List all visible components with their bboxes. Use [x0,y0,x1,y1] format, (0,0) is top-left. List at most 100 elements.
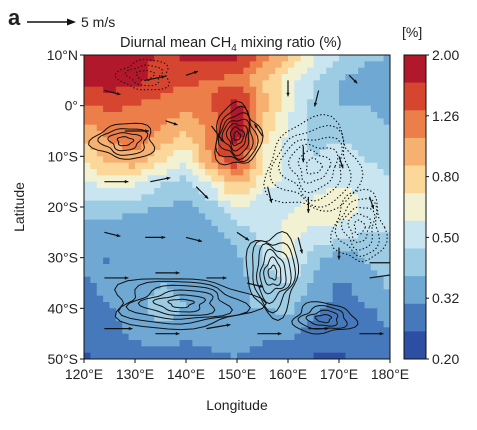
field-cell [358,61,366,69]
field-cell [243,207,251,214]
field-cell [300,219,308,227]
field-cell [294,276,302,284]
dashed-contour [353,219,366,236]
field-cell [166,283,174,290]
field-cell [332,207,340,214]
field-cell [332,131,340,138]
field-cell [122,232,130,240]
field-cell [205,105,213,113]
field-cell [332,188,340,195]
field-cell [275,131,283,138]
field-cell [358,359,365,366]
field-cell [249,80,257,88]
field-cell [326,333,334,341]
field-cell [96,213,104,221]
field-cell [205,118,213,126]
field-cell [186,200,193,208]
field-cell [249,207,257,214]
field-cell [390,112,397,119]
field-cell [84,200,91,208]
field-cell [307,137,315,145]
field-cell [300,162,308,170]
field-cell [319,61,327,69]
field-cell [307,321,315,328]
field-cell [173,289,181,297]
field-cell [198,340,206,347]
field-cell [179,207,187,214]
field-cell [230,346,238,354]
field-cell [256,188,264,195]
field-cell [122,283,130,290]
field-cell [364,131,372,138]
field-cell [230,61,238,69]
field-cell [205,150,213,157]
field-cell [141,314,149,322]
field-cell [294,232,302,240]
field-cell [179,213,187,221]
field-cell [288,99,295,107]
field-cell [237,359,244,366]
field-cell [154,156,162,164]
field-cell [313,200,321,208]
field-cell [237,169,244,176]
field-cell [115,226,123,233]
field-cell [339,359,346,366]
field-cell [319,137,327,145]
wind-vector-head [222,276,227,280]
field-cell [345,118,353,126]
field-cell [370,118,378,126]
field-cell [122,118,130,126]
field-cell [268,276,276,284]
field-cell [96,194,104,202]
field-cell [364,207,372,214]
field-cell [351,99,359,107]
colorbar-swatch [404,248,426,277]
field-cell [358,226,366,233]
field-cell [275,327,283,335]
field-cell [307,333,315,341]
field-cell [217,232,225,240]
field-cell [115,194,123,202]
field-cell [351,226,359,233]
field-cell [198,93,206,100]
field-cell [128,289,136,297]
field-cell [160,270,168,278]
field-cell [319,150,327,157]
field-cell [224,308,232,316]
field-cell [90,112,98,119]
field-cell [96,321,104,328]
field-cell [128,200,136,208]
field-cell [358,93,366,100]
field-cell [326,226,334,233]
field-cell [224,156,232,164]
field-cell [300,295,308,303]
field-cell [339,67,346,75]
field-cell [300,264,308,271]
field-cell [154,181,162,189]
field-cell [262,169,270,176]
field-cell [109,232,117,240]
field-cell [370,61,378,69]
field-cell [256,55,264,62]
field-cell [243,86,251,94]
field-cell [154,55,162,62]
field-cell [84,321,91,328]
field-cell [339,105,346,113]
field-cell [281,74,289,81]
field-cell [370,86,378,94]
field-cell [128,80,136,88]
field-cell [377,245,385,252]
wind-vector-head [353,79,358,84]
field-cell [205,295,213,303]
field-cell [147,340,155,347]
field-cell [103,226,111,233]
field-cell [351,346,359,354]
field-cell [96,333,104,341]
field-cell [307,86,315,94]
field-cell [319,283,327,290]
field-cell [198,131,206,138]
field-cell [268,219,276,227]
field-cell [351,251,359,259]
field-cell [345,156,353,164]
field-cell [370,181,378,189]
